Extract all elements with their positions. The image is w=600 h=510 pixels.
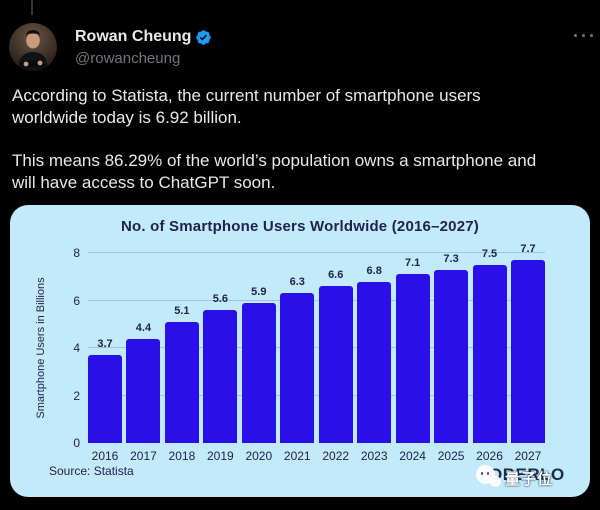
x-axis-tick-label: 2024 (399, 449, 426, 463)
more-horizontal-icon (582, 34, 585, 37)
qbitai-watermark-text: 量子位 (505, 471, 554, 488)
x-axis-labels: 2016 2017 2018 2019 2020 2021 2022 2023 2024 2025… (88, 449, 545, 463)
more-options-button[interactable] (570, 30, 597, 41)
y-axis-tick-label: 2 (73, 388, 80, 403)
x-axis-tick-label: 2018 (168, 449, 196, 463)
bar: 6.3 (280, 276, 315, 443)
watermark: OBERLO 量子位 (476, 463, 582, 493)
y-axis-tick-label: 8 (73, 246, 80, 260)
avatar[interactable] (9, 23, 57, 71)
y-axis-tick-label: 4 (73, 341, 80, 355)
bar-value-label: 3.7 (97, 338, 113, 351)
user-handle[interactable]: @rowancheung (75, 50, 181, 67)
bar: 7.1 (395, 257, 430, 443)
bar: 5.6 (203, 293, 238, 443)
bar: 7.5 (472, 248, 507, 443)
avatar-photo (9, 23, 57, 71)
bar: 5.1 (164, 305, 199, 443)
x-axis-tick-label: 2017 (130, 449, 157, 463)
plot-area: 3.7 4.4 5.1 5.6 5.9 6.3 6.6 6.8 7.1 7.3 7.5 7.7 (88, 243, 545, 443)
bar-value-label: 7.3 (443, 252, 459, 265)
tweet-line: will have access to ChatGPT soon. (12, 173, 276, 192)
x-axis-tick-label: 2020 (245, 449, 273, 463)
bar: 3.7 (88, 338, 122, 443)
gridline (88, 394, 545, 396)
tweet-line: According to Statista, the current numbe… (12, 86, 481, 105)
x-axis-tick-label: 2016 (91, 449, 119, 463)
x-axis-tick-label: 2022 (322, 449, 350, 463)
y-axis-tick-label: 0 (73, 436, 80, 450)
chart-source: Source: Statista (49, 464, 134, 478)
x-axis-tick-label: 2023 (360, 449, 388, 463)
bar-value-label: 5.6 (212, 293, 228, 305)
gridline (88, 252, 545, 253)
more-horizontal-icon (574, 34, 577, 37)
gridline (88, 347, 545, 348)
tweet-paragraph: This means 86.29% of the world’s populat… (12, 150, 594, 194)
thread-connector-line (31, 0, 33, 15)
tweet-text: According to Statista, the current numbe… (12, 85, 594, 215)
tweet-line: worldwide today is 6.92 billion. (12, 108, 242, 127)
x-axis-tick-label: 2025 (437, 449, 465, 463)
chart-image[interactable]: No. of Smartphone Users Worldwide (2016–… (10, 205, 590, 497)
y-axis-tick-label: 6 (73, 293, 80, 308)
bar-value-label: 5.9 (251, 285, 267, 298)
display-name[interactable]: Rowan Cheung (75, 28, 192, 45)
verified-badge-icon (196, 29, 212, 45)
bar-value-label: 7.5 (481, 247, 498, 260)
bar-value-label: 7.1 (404, 257, 421, 270)
bar-value-label: 7.7 (520, 243, 536, 256)
gridline (88, 299, 545, 301)
x-axis-tick-label: 2021 (283, 449, 311, 463)
bar: 7.3 (434, 253, 469, 443)
user-name-row: Rowan Cheung (75, 28, 212, 46)
x-axis-tick-label: 2027 (514, 449, 542, 463)
bar-value-label: 5.1 (174, 304, 190, 317)
bar-value-label: 4.4 (135, 321, 152, 334)
bar: 7.7 (510, 243, 545, 443)
more-horizontal-icon (590, 34, 593, 37)
tweet-paragraph: According to Statista, the current numbe… (12, 85, 594, 129)
bar: 6.8 (357, 265, 392, 443)
tweet-line: This means 86.29% of the world’s populat… (12, 151, 537, 170)
x-axis-tick-label: 2026 (476, 449, 503, 463)
x-axis-tick-label: 2019 (207, 449, 234, 463)
y-axis-title: Smartphone Users in Billions (35, 277, 47, 419)
bar-value-label: 6.3 (289, 276, 305, 289)
oberlo-logo-text: OBERLO (489, 465, 565, 484)
bar-value-label: 6.6 (328, 269, 344, 282)
bar: 4.4 (126, 322, 161, 443)
qbitai-chat-bubble-small-icon (490, 476, 501, 487)
bar: 5.9 (241, 286, 276, 443)
chart-title: No. of Smartphone Users Worldwide (2016–… (121, 218, 479, 235)
bar: 6.6 (318, 269, 353, 443)
bar-value-label: 6.8 (366, 264, 382, 277)
